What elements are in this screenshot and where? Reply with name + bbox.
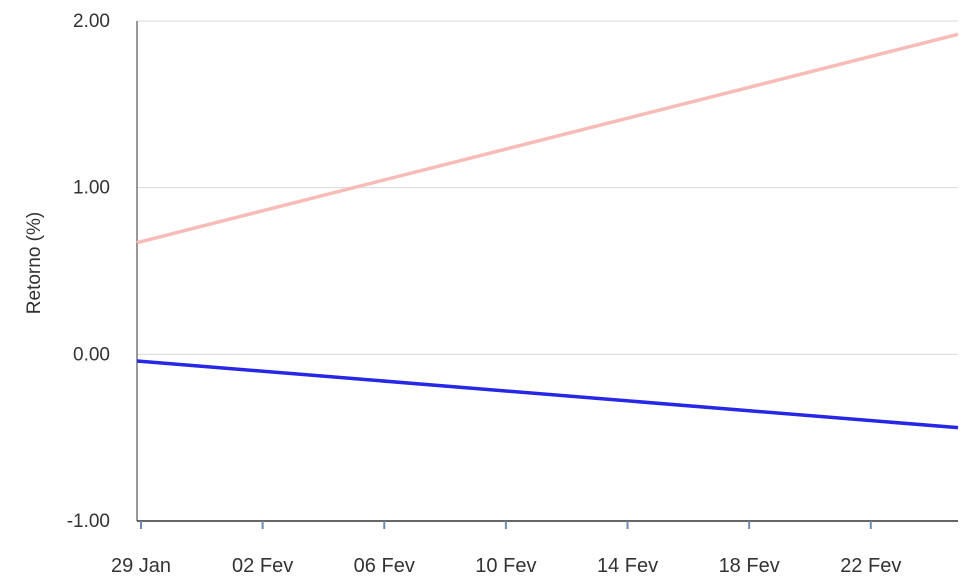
x-tick-label: 29 Jan xyxy=(111,555,171,577)
series-lines xyxy=(136,32,959,430)
y-tick-label: -1.00 xyxy=(67,511,110,532)
grid-lines xyxy=(137,20,958,355)
axis-labels: Retorno (%) xyxy=(24,212,45,314)
x-tick-label: 18 Fev xyxy=(719,555,780,577)
y-tick-label: 1.00 xyxy=(73,178,110,199)
x-tick-label: 14 Fev xyxy=(597,555,658,577)
x-tick-label: 22 Fev xyxy=(840,555,901,577)
axes: -1.00 0.00 1.00 2.00 29 Jan 02 Fev 06 Fev 10 Fe… xyxy=(67,11,958,577)
series-line-1 xyxy=(136,32,959,245)
y-tick-label: 2.00 xyxy=(73,11,110,32)
x-tick-label: 10 Fev xyxy=(475,555,536,577)
y-axis-label: Retorno (%) xyxy=(24,212,45,314)
series-line-2 xyxy=(136,359,959,430)
x-tick-label: 02 Fev xyxy=(232,555,293,577)
x-tick-label: 06 Fev xyxy=(354,555,415,577)
y-tick-label: 0.00 xyxy=(73,344,110,365)
